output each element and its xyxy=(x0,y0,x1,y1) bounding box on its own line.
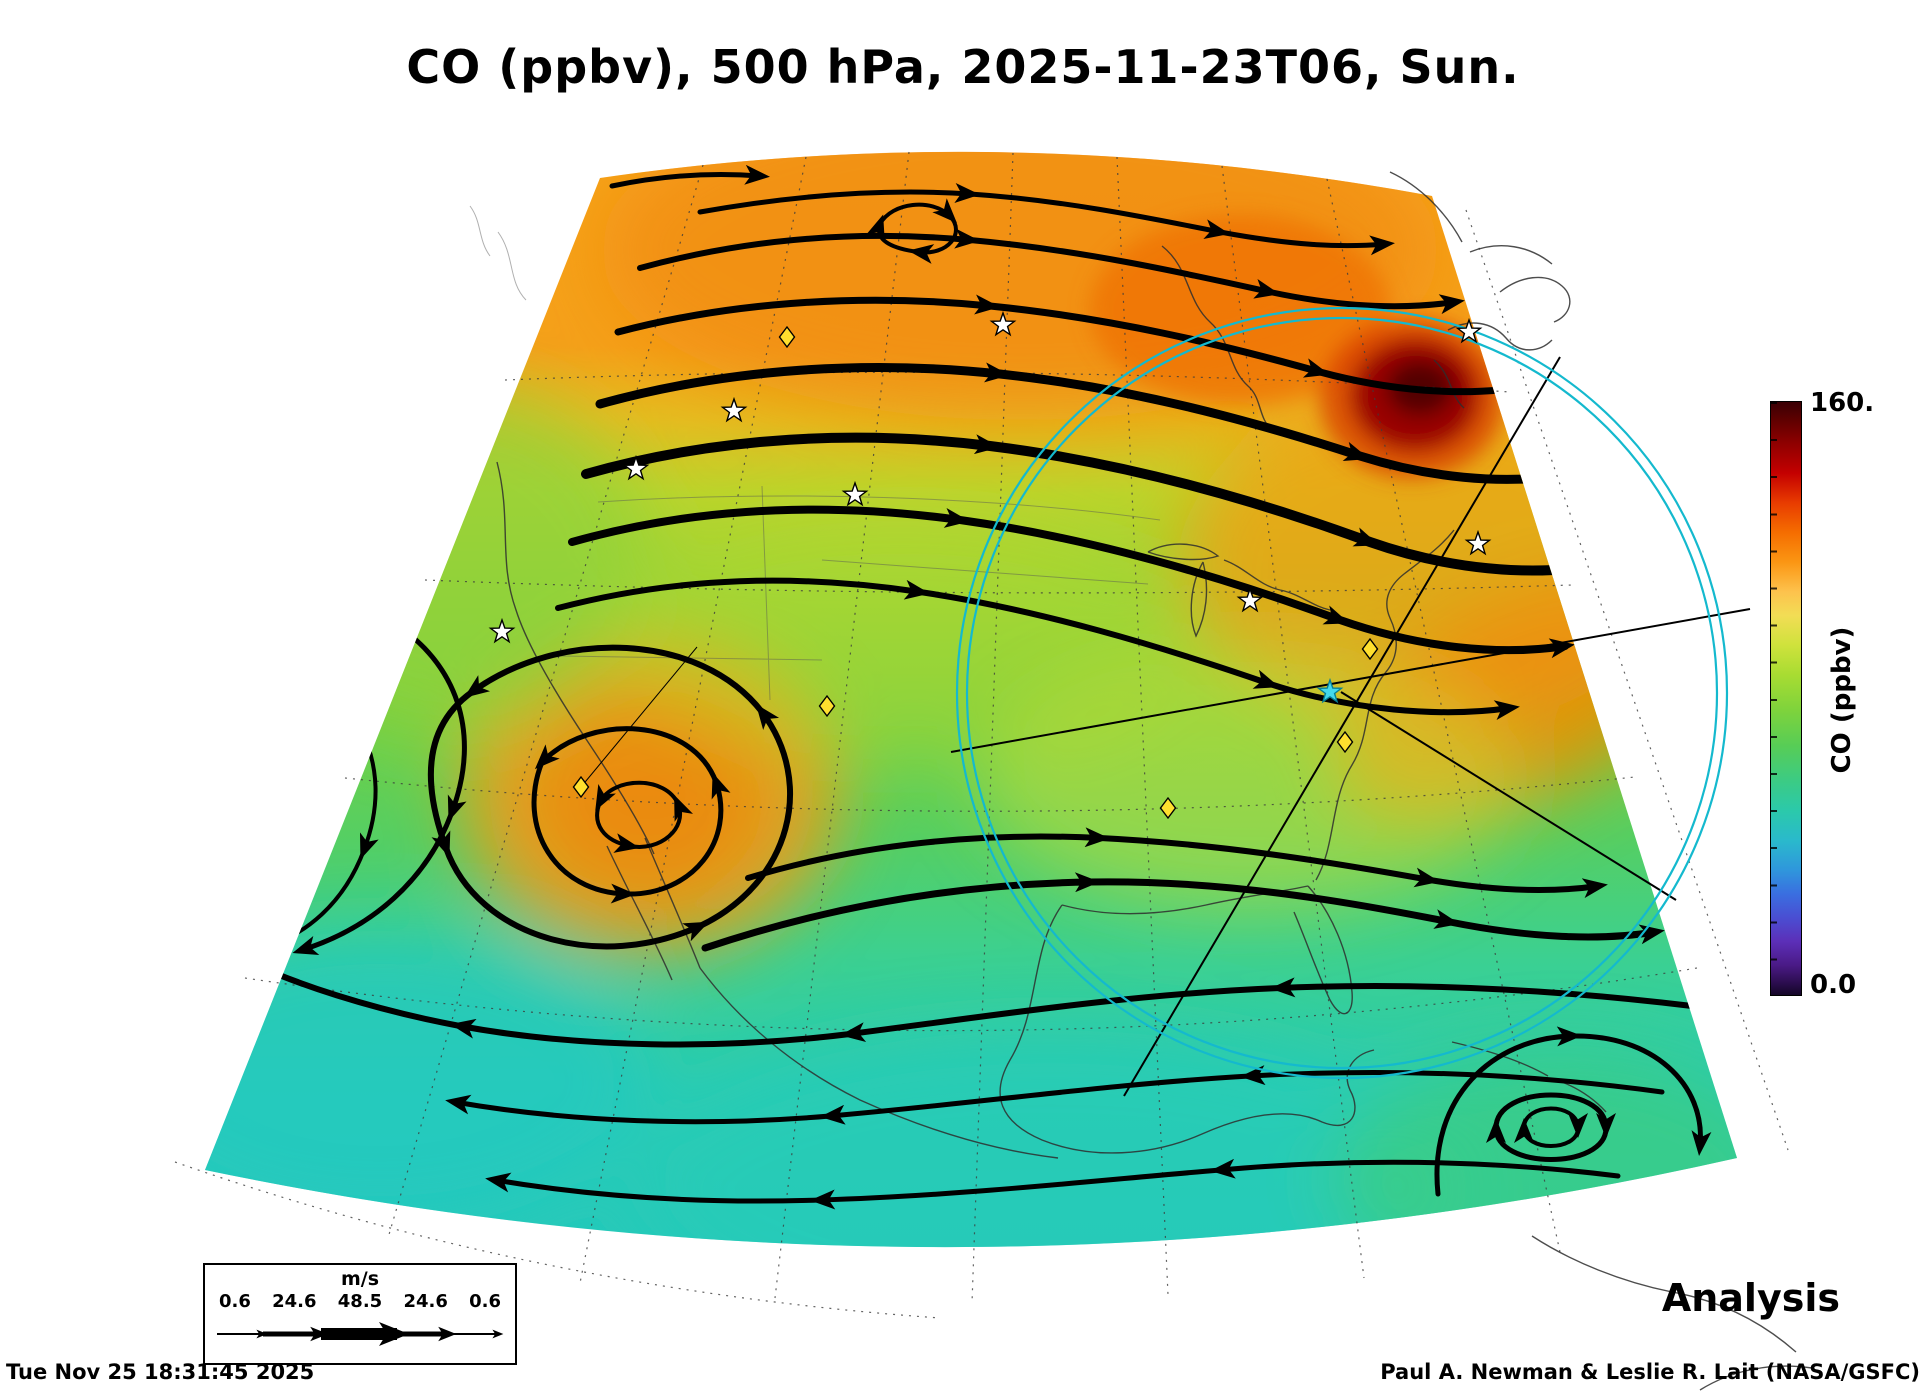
timestamp: Tue Nov 25 18:31:45 2025 xyxy=(6,1360,315,1384)
analysis-label: Analysis xyxy=(1661,1276,1840,1320)
great-circle-lines xyxy=(580,356,1751,1097)
wind-value: 48.5 xyxy=(337,1291,383,1312)
wind-value: 24.6 xyxy=(403,1291,448,1312)
wind-scale-legend: m/s 0.6 24.6 48.5 24.6 0.6 xyxy=(203,1263,517,1365)
credit: Paul A. Newman & Leslie R. Lait (NASA/GS… xyxy=(1380,1360,1920,1384)
plot-title: CO (ppbv), 500 hPa, 2025-11-23T06, Sun. xyxy=(406,40,1520,94)
wind-value: 24.6 xyxy=(272,1291,317,1312)
colorbar-axis-label: CO (ppbv) xyxy=(1827,626,1857,774)
wind-value: 0.6 xyxy=(469,1291,501,1312)
wind-scale-arrow xyxy=(217,1322,504,1346)
wind-streamlines xyxy=(230,164,1712,1210)
colorbar-ticks xyxy=(1771,402,1777,995)
colorbar-max-label: 160. xyxy=(1810,388,1875,418)
wind-units-label: m/s xyxy=(340,1268,380,1290)
range-circle xyxy=(955,306,1729,1080)
wind-value: 0.6 xyxy=(219,1291,251,1312)
colorbar-min-label: 0.0 xyxy=(1810,970,1857,1000)
wind-scale-values: 0.6 24.6 48.5 24.6 0.6 xyxy=(205,1291,515,1312)
